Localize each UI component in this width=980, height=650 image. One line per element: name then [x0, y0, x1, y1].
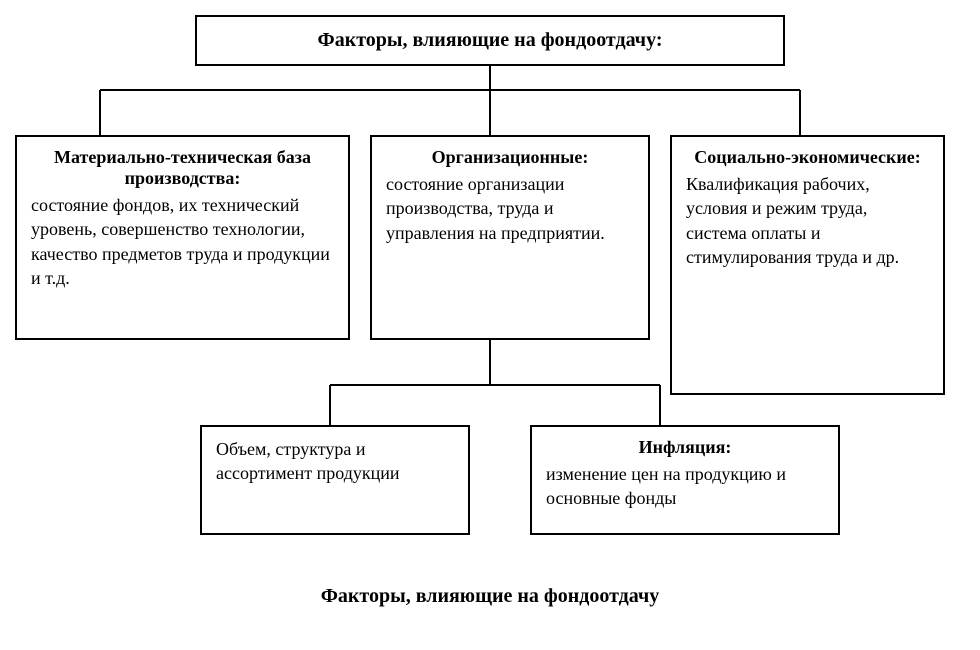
- node-inflation: Инфляция: изменение цен на продукцию и о…: [530, 425, 840, 535]
- node-body: состояние фондов, их технический уровень…: [31, 193, 334, 290]
- node-heading: Организационные:: [386, 147, 634, 168]
- node-volume-structure: Объем, структура и ассортимент продукции: [200, 425, 470, 535]
- node-material-technical: Материально-техническая база производств…: [15, 135, 350, 340]
- diagram-title-box: Факторы, влияющие на фондоотдачу:: [195, 15, 785, 66]
- diagram-caption: Факторы, влияющие на фондоотдачу: [0, 585, 980, 608]
- node-body: состояние организации производства, труд…: [386, 172, 634, 245]
- node-body: Объем, структура и ассортимент продукции: [216, 437, 454, 486]
- node-body: Квалификация рабочих, условия и режим тр…: [686, 172, 929, 269]
- node-socio-economic: Социально-экономические: Квалификация ра…: [670, 135, 945, 395]
- node-heading: Материально-техническая база производств…: [31, 147, 334, 189]
- node-organizational: Организационные: состояние организации п…: [370, 135, 650, 340]
- node-heading: Инфляция:: [546, 437, 824, 458]
- node-body: изменение цен на продукцию и основные фо…: [546, 462, 824, 511]
- node-heading: Социально-экономические:: [686, 147, 929, 168]
- diagram-title: Факторы, влияющие на фондоотдачу:: [318, 29, 663, 51]
